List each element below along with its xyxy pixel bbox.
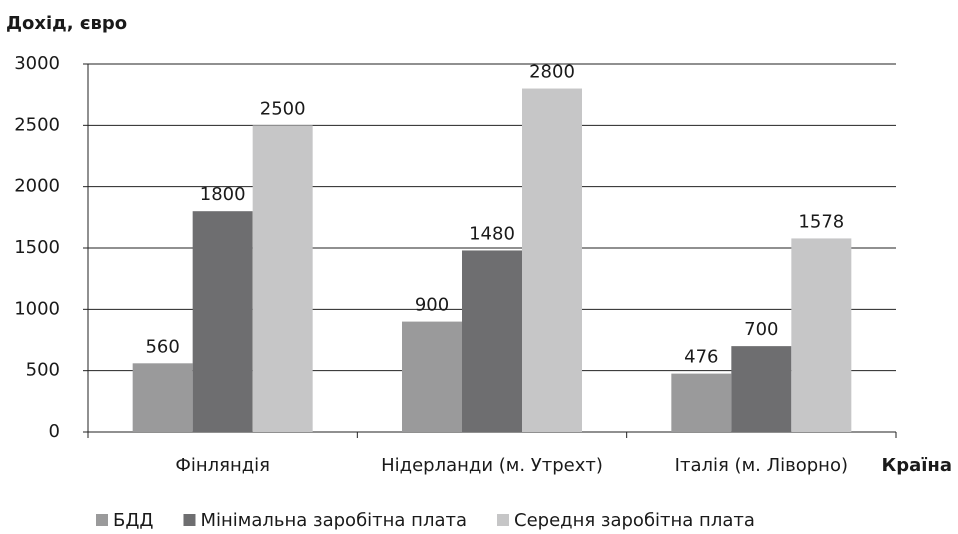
- x-tick-label: Італія (м. Ліворно): [675, 455, 848, 476]
- legend-swatch: [183, 514, 196, 526]
- legend-label: Мінімальна заробітна плата: [200, 510, 467, 531]
- bar: [132, 363, 193, 432]
- y-tick-label: 0: [49, 421, 60, 442]
- data-label: 1480: [469, 223, 515, 244]
- bar: [462, 250, 522, 432]
- y-tick-label: 3000: [14, 53, 60, 74]
- y-tick-label: 500: [26, 360, 60, 381]
- y-axis-label: Дохід, євро: [6, 13, 127, 34]
- bar: [252, 125, 313, 432]
- data-label: 900: [415, 295, 449, 316]
- bar: [402, 321, 462, 432]
- x-axis-label: Країна: [882, 455, 953, 476]
- bar: [671, 373, 732, 432]
- data-label: 1800: [200, 184, 246, 205]
- y-tick-label: 1000: [14, 298, 60, 319]
- data-label: 2500: [260, 98, 306, 119]
- data-label: 560: [145, 336, 179, 357]
- bar: [791, 238, 852, 432]
- data-label: 476: [684, 347, 718, 368]
- y-tick-label: 1500: [14, 237, 60, 258]
- data-label: 700: [744, 319, 778, 340]
- data-label: 1578: [798, 211, 844, 232]
- bar: [192, 211, 253, 432]
- bar: [522, 88, 582, 433]
- y-tick-label: 2500: [14, 114, 60, 135]
- data-label: 2800: [529, 62, 575, 83]
- legend-swatch: [96, 514, 108, 526]
- x-tick-label: Нідерланди (м. Утрехт): [381, 455, 603, 476]
- legend-label: БДД: [113, 510, 153, 531]
- bar: [731, 346, 792, 432]
- y-tick-label: 2000: [14, 176, 60, 197]
- x-tick-label: Фінляндія: [175, 455, 270, 476]
- legend-label: Середня заробітна плата: [514, 510, 755, 531]
- legend-swatch: [497, 514, 509, 526]
